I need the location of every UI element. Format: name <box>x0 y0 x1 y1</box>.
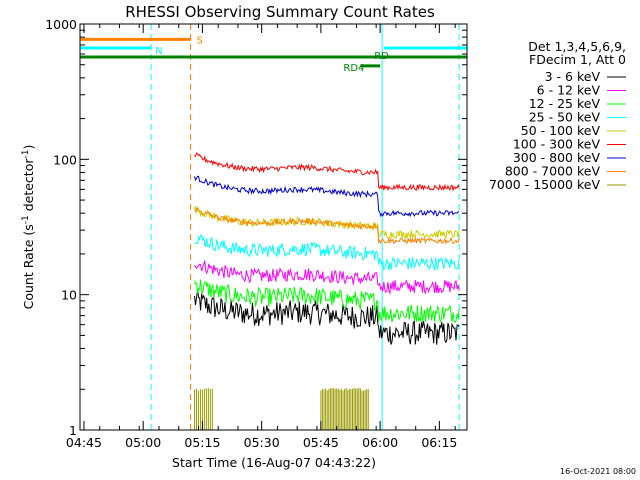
y-axis: 1 10 100 1000 <box>45 17 467 438</box>
y-tick-label-1: 10 <box>61 288 77 303</box>
x-axis: 04:45 05:00 05:15 05:30 05:45 06:00 06:15 <box>66 24 457 450</box>
legend: Det 1,3,4,5,6,9, FDecim 1, Att 0 3 - 6 k… <box>489 39 626 192</box>
plot-frame <box>79 23 468 431</box>
series-line-6 <box>194 175 460 218</box>
y-tick-label-0: 1 <box>69 423 77 438</box>
flag-label-0: S <box>197 35 203 46</box>
flag-label-1: N <box>155 46 162 57</box>
x-tick-label-2: 05:15 <box>184 435 220 450</box>
x-tick-label-6: 06:15 <box>421 435 457 450</box>
chart-title: RHESSI Observing Summary Count Rates <box>125 3 435 21</box>
series-line-2 <box>194 279 460 324</box>
y-tick-label-2: 100 <box>53 152 77 167</box>
x-tick-label-4: 05:45 <box>303 435 339 450</box>
series-line-4 <box>194 206 460 240</box>
legend-label-3: 25 - 50 keV <box>529 110 601 125</box>
legend-header-line2: FDecim 1, Att 0 <box>529 52 626 67</box>
x-tick-label-3: 05:30 <box>244 435 280 450</box>
x-tick-label-1: 05:00 <box>125 435 161 450</box>
plot-area: S N RD RD4 <box>80 24 467 430</box>
series-line-0 <box>194 289 460 345</box>
series-line-5 <box>194 152 460 192</box>
legend-label-4: 50 - 100 keV <box>521 123 601 138</box>
legend-header-line1: Det 1,3,4,5,6,9, <box>528 39 626 54</box>
generation-timestamp: 16-Oct-2021 08:00 <box>560 467 636 476</box>
legend-label-5: 100 - 300 keV <box>513 137 601 152</box>
y-tick-label-3: 1000 <box>45 17 77 32</box>
y-axis-label: Count Rate (s-1 detector-1) <box>21 145 36 310</box>
series-line-7 <box>194 207 460 245</box>
flag-label-2: RD <box>374 51 389 62</box>
x-tick-label-0: 04:45 <box>66 435 102 450</box>
legend-label-1: 6 - 12 keV <box>537 83 601 98</box>
legend-label-6: 300 - 800 keV <box>513 150 601 165</box>
legend-label-8: 7000 - 15000 keV <box>489 177 600 192</box>
x-tick-label-5: 06:00 <box>362 435 398 450</box>
flag-label-3: RD4 <box>343 63 364 74</box>
legend-label-7: 800 - 7000 keV <box>505 164 601 179</box>
legend-label-2: 12 - 25 keV <box>529 96 601 111</box>
series-line-1 <box>194 260 460 295</box>
series-line-3 <box>194 233 460 272</box>
x-axis-label: Start Time (16-Aug-07 04:43:22) <box>172 455 376 470</box>
legend-label-0: 3 - 6 keV <box>545 69 601 84</box>
